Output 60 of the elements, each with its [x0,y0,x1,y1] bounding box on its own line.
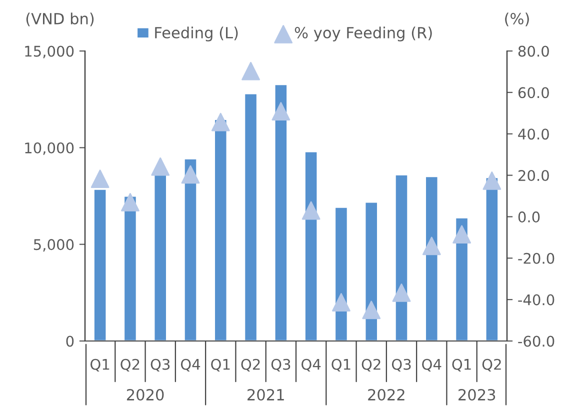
x-tick-label: Q2 [241,358,260,372]
bar [123,195,138,341]
y2-tick-label: 80.0 [518,46,549,57]
y-tick-label: 5,000 [34,239,74,252]
point [181,165,200,184]
y2-tick-label: -20.0 [518,252,554,264]
bar [274,84,288,341]
point [482,171,502,190]
y2-tick-label: 20.0 [518,170,549,182]
y2-tick-label: 60.0 [518,87,549,98]
bar [93,188,108,341]
bar [394,174,409,341]
bar [424,176,439,341]
point [242,62,260,80]
x-tick-label: Q4 [302,358,321,372]
x-tick-label: Q2 [362,358,380,372]
point [302,201,320,220]
y2-tick-label: 0.0 [518,211,540,222]
y2-tick-label: 40.0 [518,128,549,140]
point [362,300,381,320]
bar [484,176,499,341]
x-tick-label: Q3 [271,358,290,372]
y2-tick-label: -40.0 [518,294,554,306]
point [332,293,350,312]
x-tick-label: Q1 [452,358,471,372]
point [151,157,170,176]
bar [214,118,228,341]
bar [454,216,469,341]
y2-axis-title: (%) [505,12,529,26]
bar [304,150,318,341]
y-tick-label: 15,000 [25,46,74,58]
text: 2022 [368,388,404,401]
legend-label: Feeding (L) [155,26,238,42]
x-tick-label: Q1 [211,358,230,372]
x-tick-label: Q4 [422,358,442,372]
bar [183,158,198,341]
point [452,225,471,244]
point [121,193,140,212]
point [272,102,290,120]
text: 2020 [126,388,164,401]
x-tick-label: Q2 [482,358,501,372]
x-tick-label: Q3 [392,358,411,372]
x-tick-label: Q1 [332,358,350,372]
y2-tick-label: -60.0 [518,336,554,347]
point [422,236,441,256]
y-tick-label: 10,000 [25,142,74,155]
x-tick-label: Q2 [120,358,140,372]
bar [334,206,348,341]
legend-label: % yoy Feeding (R) [294,26,432,42]
point [211,112,230,132]
bar [244,92,258,341]
x-tick-label: Q3 [150,358,170,372]
y-axis-title: (VND bn) [26,12,94,26]
text: 2023 [458,388,496,401]
x-tick-label: Q1 [90,358,110,372]
point [392,284,411,302]
point [90,170,110,188]
x-tick-label: Q4 [180,358,200,372]
y-tick-label: 0 [66,336,74,347]
text: 2021 [248,388,284,401]
